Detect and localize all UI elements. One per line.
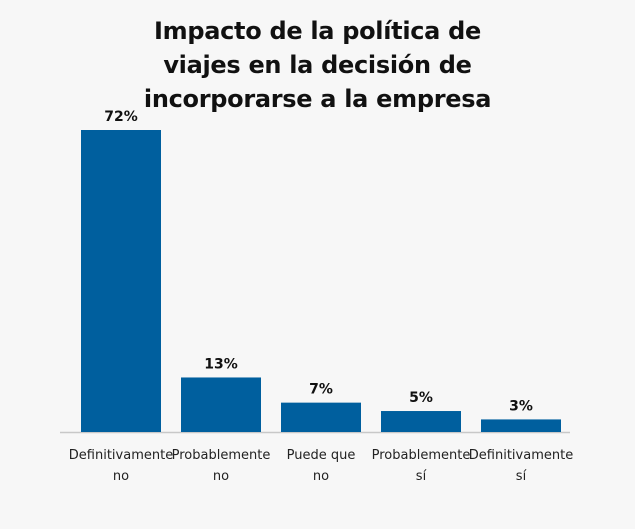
category-label-2-line-1: no	[313, 469, 329, 484]
category-label-4-line-1: sí	[516, 469, 527, 484]
category-label-0-line-1: no	[113, 469, 129, 484]
bar-3	[381, 411, 461, 432]
bar-0	[81, 130, 161, 432]
bar-2	[281, 402, 361, 432]
category-label-0-line-0: Definitivamente	[69, 448, 173, 463]
category-label-4-line-0: Definitivamente	[469, 448, 573, 463]
bar-value-label-2: 7%	[309, 382, 333, 398]
bar-value-label-0: 72%	[104, 109, 138, 125]
bar-value-label-3: 5%	[409, 390, 433, 406]
chart-title: Impacto de la política de viajes en la d…	[0, 14, 635, 116]
category-label-1-line-1: no	[213, 469, 229, 484]
bar-1	[181, 377, 261, 432]
category-label-3-line-1: sí	[416, 469, 427, 484]
category-label-2-line-0: Puede que	[287, 448, 356, 463]
bar-4	[481, 419, 561, 432]
chart-title-line-2: viajes en la decisión de	[163, 51, 472, 79]
chart-title-line-3: incorporarse a la empresa	[143, 85, 492, 113]
category-label-1-line-0: Probablemente	[172, 448, 271, 463]
bar-value-label-4: 3%	[509, 398, 533, 414]
chart-title-line-1: Impacto de la política de	[153, 17, 481, 45]
bar-value-label-1: 13%	[204, 356, 238, 372]
category-label-3-line-0: Probablemente	[372, 448, 471, 463]
